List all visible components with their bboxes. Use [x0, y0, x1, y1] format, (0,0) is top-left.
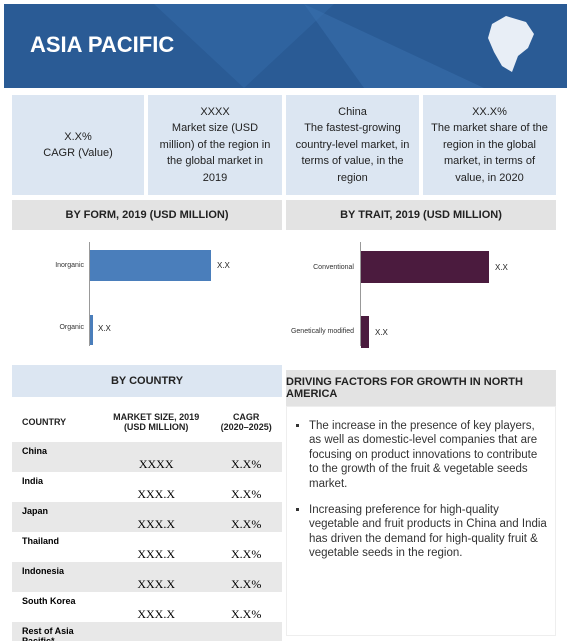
bullet: Increasing preference for high-quality v…	[309, 503, 549, 561]
bar	[90, 250, 211, 281]
table-cell: X.X%	[231, 487, 262, 501]
stat-value: XXXX	[200, 105, 230, 118]
axis-line	[360, 242, 361, 346]
table-cell: X.X%	[231, 517, 262, 531]
panel-title: BY FORM, 2019 (USD MILLION)	[12, 200, 282, 230]
stat-value: XX.X%	[472, 105, 507, 118]
column-header: MARKET SIZE, 2019 (USD MILLION)	[113, 412, 200, 432]
table-row: South Korea XXX.X X.X%	[12, 592, 282, 622]
header-band: ASIA PACIFIC	[4, 4, 567, 88]
table-cell: X.X%	[231, 547, 262, 561]
stat: XXXX Market size (USD million) of the reg…	[148, 95, 282, 195]
value-label: X.X	[217, 261, 230, 270]
category-label: Conventional	[313, 264, 354, 271]
stat-label: The fastest-growing country-level market…	[295, 122, 410, 184]
table-cell: South Korea	[22, 596, 76, 606]
table-cell: Japan	[22, 506, 49, 516]
table-cell: XXX.X	[137, 487, 176, 501]
table-cell: X.X%	[231, 607, 262, 621]
table-cell: X.X%	[210, 622, 282, 641]
table-row: Indonesia XXX.X X.X%	[12, 562, 282, 592]
table-cell: XXX.X	[137, 517, 176, 531]
table-cell: India	[22, 476, 44, 486]
stat-value: X.X%	[64, 130, 92, 143]
table-cell: XXX.X	[137, 607, 176, 621]
category-label: Genetically modified	[290, 328, 354, 335]
panel-title: BY TRAIT, 2019 (USD MILLION)	[286, 200, 556, 230]
column-header: COUNTRY	[22, 417, 67, 427]
bar	[90, 315, 93, 345]
category-label: Organic	[59, 324, 84, 331]
table-cell: Indonesia	[22, 566, 65, 576]
stat: XX.X% The market share of the region in t…	[423, 95, 556, 195]
stat-value: China	[338, 105, 367, 118]
stat-label: CAGR (Value)	[43, 147, 113, 159]
table-row: Thailand XXX.X X.X%	[12, 532, 282, 562]
value-label: X.X	[495, 263, 508, 272]
table-row: Japan XXX.X X.X%	[12, 502, 282, 532]
column-header: CAGR (2020–2025)	[220, 412, 272, 432]
table-row: China XXXX X.X%	[12, 442, 282, 472]
table-cell: X.X%	[231, 577, 262, 591]
country-table: COUNTRY MARKET SIZE, 2019 (USD MILLION) CA…	[12, 402, 282, 641]
category-label: Inorganic	[55, 262, 84, 269]
bar	[361, 316, 369, 348]
header-pattern	[154, 4, 534, 88]
title: ASIA PACIFIC	[30, 32, 175, 57]
bar	[361, 251, 489, 283]
table-cell: X.X%	[231, 457, 262, 471]
table-cell: XXXX	[138, 457, 174, 471]
panel-title: DRIVING FACTORS FOR GROWTH IN NORTH AMER…	[286, 370, 556, 406]
table-cell: Rest of Asia Pacific*	[22, 626, 74, 641]
bullet: The increase in the presence of key play…	[309, 419, 549, 491]
factors-box: The increase in the presence of key play…	[286, 406, 556, 636]
stat-label: The market share of the region in the gl…	[431, 122, 548, 184]
map-icon	[488, 16, 534, 72]
stat: X.X% CAGR (Value)	[12, 95, 144, 195]
table-row: India XXX.X X.X%	[12, 472, 282, 502]
table-row: Rest of Asia Pacific* XXX.XX.X%	[12, 622, 282, 641]
value-label: X.X	[98, 324, 111, 333]
table-cell: China	[22, 446, 48, 456]
table-cell: Thailand	[22, 536, 60, 546]
table-cell: XXX.X	[102, 622, 210, 641]
stat-label: Market size (USD million) of the region …	[159, 122, 271, 184]
table-cell: XXX.X	[137, 577, 176, 591]
panel-title: BY COUNTRY	[12, 365, 282, 397]
stat: China The fastest-growing country-level m…	[286, 95, 419, 195]
axis-line	[89, 242, 90, 346]
value-label: X.X	[375, 328, 388, 337]
table-cell: XXX.X	[137, 547, 176, 561]
